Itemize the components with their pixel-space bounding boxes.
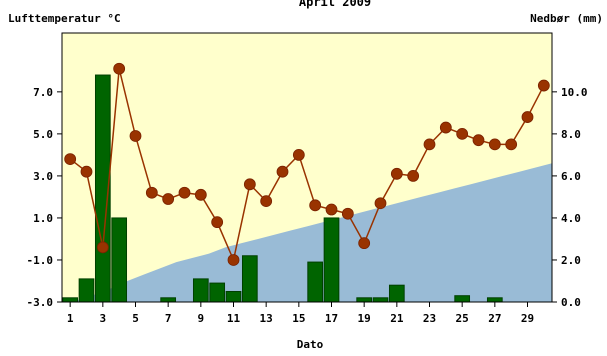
precip-bar-9 xyxy=(192,278,209,303)
precip-bar-27 xyxy=(486,297,503,303)
precip-bar-2 xyxy=(78,278,95,303)
temperature-point-18 xyxy=(341,207,354,220)
precip-bar-4 xyxy=(111,217,128,303)
temperature-point-8 xyxy=(178,186,191,199)
x-tick-label: 9 xyxy=(198,312,205,325)
temperature-point-12 xyxy=(243,178,256,191)
x-tick-label: 25 xyxy=(456,312,469,325)
x-tick-label: 23 xyxy=(423,312,436,325)
x-tick-label: 21 xyxy=(390,312,404,325)
temperature-point-22 xyxy=(407,170,420,182)
precip-bar-17 xyxy=(323,217,340,303)
temperature-point-9 xyxy=(194,188,207,201)
temperature-point-23 xyxy=(423,138,436,151)
temperature-point-14 xyxy=(276,165,289,178)
temperature-point-26 xyxy=(472,134,485,147)
precip-bar-12 xyxy=(241,255,258,303)
y-left-tick-label: -3.0 xyxy=(27,296,54,309)
temperature-point-24 xyxy=(439,121,452,134)
x-tick-label: 15 xyxy=(292,312,305,325)
plot-frame xyxy=(61,32,553,303)
temperature-point-20 xyxy=(374,197,387,210)
x-tick-label: 11 xyxy=(227,312,241,325)
y-left-tick-label: 3.0 xyxy=(33,170,53,183)
precip-bar-11 xyxy=(225,290,242,303)
normal-precipitation-area xyxy=(62,163,552,302)
temperature-point-30 xyxy=(537,79,550,92)
chart-title: April 2009 xyxy=(299,0,371,9)
precip-bar-19 xyxy=(356,297,373,303)
y-right-tick-label: 2.0 xyxy=(561,254,581,267)
x-tick-label: 17 xyxy=(325,312,338,325)
x-tick-label: 3 xyxy=(100,312,107,325)
y-left-tick-label: 5.0 xyxy=(33,128,53,141)
temperature-point-21 xyxy=(390,167,403,180)
precip-bar-7 xyxy=(160,297,177,303)
temperature-point-11 xyxy=(227,254,240,266)
x-axis-label: Dato xyxy=(297,338,324,351)
temperature-point-19 xyxy=(358,237,371,250)
y-axis-right-label: Nedbør (mm) xyxy=(530,12,603,25)
temperature-point-28 xyxy=(505,138,518,151)
precip-bar-20 xyxy=(372,297,389,303)
temperature-point-7 xyxy=(162,193,175,205)
temperature-point-25 xyxy=(456,127,469,140)
precip-bar-25 xyxy=(454,295,471,303)
x-tick-label: 1 xyxy=(67,312,74,325)
y-right-tick-label: 4.0 xyxy=(561,212,581,225)
temperature-point-29 xyxy=(521,111,534,123)
temperature-point-3 xyxy=(96,241,109,254)
temperature-point-5 xyxy=(129,130,142,142)
temperature-point-17 xyxy=(325,203,338,216)
temperature-point-15 xyxy=(292,148,305,161)
y-right-tick-label: 0.0 xyxy=(561,296,581,309)
temperature-point-10 xyxy=(211,216,224,229)
x-tick-label: 29 xyxy=(521,312,534,325)
temperature-point-27 xyxy=(488,138,501,151)
y-axis-left-label: Lufttemperatur °C xyxy=(8,12,121,25)
x-tick-label: 13 xyxy=(260,312,273,325)
y-right-tick-label: 6.0 xyxy=(561,170,581,183)
precip-bar-16 xyxy=(307,261,324,303)
x-tick-label: 5 xyxy=(132,312,139,325)
temperature-point-6 xyxy=(145,186,158,199)
precip-bar-1 xyxy=(62,297,79,303)
y-left-tick-label: 1.0 xyxy=(33,212,53,225)
temperature-point-2 xyxy=(80,165,93,178)
precip-bar-10 xyxy=(209,282,226,303)
temperature-point-4 xyxy=(113,62,126,75)
precip-bar-21 xyxy=(388,284,405,303)
y-left-tick-label: 7.0 xyxy=(33,86,53,99)
y-right-tick-label: 8.0 xyxy=(561,128,581,141)
y-right-tick-label: 10.0 xyxy=(561,86,588,99)
x-tick-label: 19 xyxy=(358,312,371,325)
temperature-point-16 xyxy=(309,199,322,212)
y-left-tick-label: -1.0 xyxy=(27,254,54,267)
temperature-point-13 xyxy=(260,195,273,208)
x-tick-label: 27 xyxy=(488,312,501,325)
x-tick-label: 7 xyxy=(165,312,172,325)
temperature-point-1 xyxy=(64,153,77,165)
plot-area: -3.0 -1.0 1.0 3.0 5.0 7.0 0.0 2.0 4.0 6.0 8.0 10.0 1… xyxy=(27,32,588,325)
